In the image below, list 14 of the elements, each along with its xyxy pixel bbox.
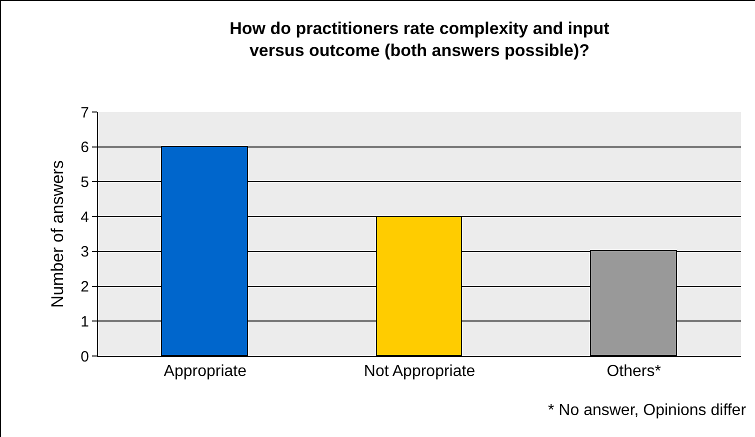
y-tick-label: 3 <box>80 244 89 261</box>
y-tick-label: 6 <box>80 139 89 156</box>
y-tick-label: 2 <box>80 278 89 296</box>
y-axis-title: Number of answers <box>48 160 68 308</box>
chart-title: How do practitioners rate complexity and input versus outcome (both answers possible)? <box>230 19 610 60</box>
y-tick-label: 0 <box>80 348 89 366</box>
x-tick-label: Appropriate <box>164 363 247 380</box>
x-tick-label: Not Appropriate <box>364 363 476 380</box>
y-tick-label: 4 <box>80 208 89 226</box>
y-tick-label: 5 <box>80 174 89 191</box>
y-tick-label: 7 <box>80 104 89 122</box>
y-tick-label: 1 <box>80 313 89 330</box>
text: * No answer, Opinions differ <box>548 402 747 419</box>
x-tick-label: Others* <box>606 363 661 380</box>
